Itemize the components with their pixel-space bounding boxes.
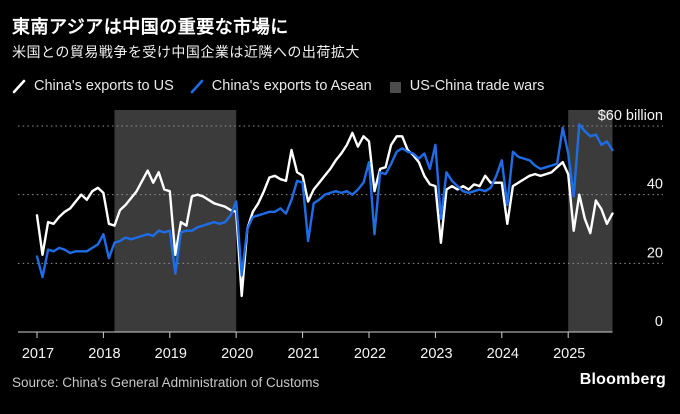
trade-war-band — [114, 110, 237, 332]
asean-exports-line — [35, 123, 614, 279]
legend-item: US-China trade wars — [388, 78, 545, 94]
chart-legend: China's exports to US China's exports to … — [12, 78, 544, 94]
legend-item: China's exports to Asean — [190, 78, 372, 94]
y-axis-label: 40 — [647, 177, 663, 193]
x-tick-label: 2025 — [553, 346, 585, 362]
asean-line-legend-icon — [190, 79, 204, 93]
us-line-legend-icon — [12, 79, 26, 93]
x-tick-label: 2019 — [155, 346, 187, 362]
legend-label: US-China trade wars — [409, 78, 545, 94]
page-title: 東南アジアは中国の重要な市場に — [12, 17, 289, 37]
y-axis-label: 20 — [647, 245, 663, 261]
legend-label: China's exports to Asean — [211, 78, 372, 94]
y-axis-label: $60 billion — [598, 108, 663, 124]
source-note: Source: China's General Administration o… — [12, 375, 320, 390]
x-tick-label: 2018 — [88, 346, 120, 362]
page-subtitle: 米国との貿易戦争を受け中国企業は近隣への出荷拡大 — [12, 44, 360, 60]
x-tick-label: 2024 — [487, 346, 519, 362]
legend-item: China's exports to US — [12, 78, 174, 94]
us-exports-line — [35, 131, 614, 298]
x-tick-label: 2022 — [354, 346, 386, 362]
x-tick-label: 2020 — [221, 346, 253, 362]
bloomberg-logo: Bloomberg — [579, 371, 666, 388]
trade-war-band-legend-icon — [389, 81, 401, 93]
y-axis-label: 0 — [655, 314, 663, 330]
x-tick-label: 2021 — [287, 346, 319, 362]
x-tick-label: 2023 — [420, 346, 452, 362]
legend-label: China's exports to US — [34, 78, 174, 94]
x-tick-label: 2017 — [22, 346, 54, 362]
